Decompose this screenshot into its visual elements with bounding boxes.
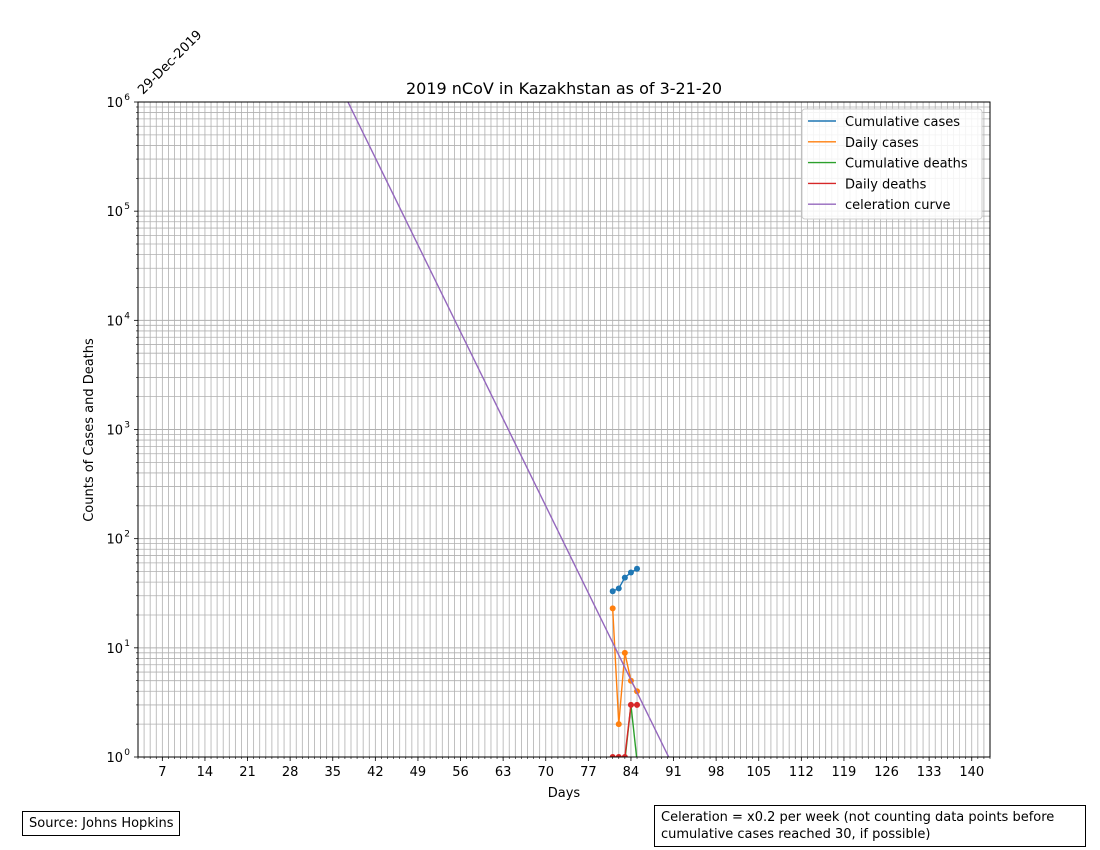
data-point — [621, 754, 628, 757]
x-tick-label: 133 — [917, 765, 942, 780]
y-tick-exponent: 6 — [124, 93, 130, 103]
y-tick-label: 10 — [106, 314, 123, 329]
x-tick-label: 42 — [367, 765, 384, 780]
x-tick-label: 56 — [452, 765, 469, 780]
x-tick-label: 112 — [789, 765, 814, 780]
legend-entry: Daily deaths — [845, 177, 927, 192]
data-point — [615, 585, 622, 592]
x-axis-label: Days — [548, 786, 581, 801]
legend-frame — [801, 108, 983, 220]
series-daily-deaths — [609, 701, 641, 757]
x-tick-label: 84 — [623, 765, 640, 780]
series-line — [347, 102, 670, 757]
ticks: 7 14 21 28 35 42 49 56 63 70 77 84 91 98 105 112 119 126 1… — [106, 93, 991, 780]
legend-entry: celeration curve — [845, 198, 951, 213]
x-tick-label: 70 — [537, 765, 554, 780]
x-tick-label: 35 — [324, 765, 341, 780]
series-cumulative-cases — [609, 565, 641, 595]
y-tick-label: 10 — [106, 205, 123, 220]
x-tick-label: 119 — [832, 765, 857, 780]
source-note: Source: Johns Hopkins — [22, 811, 181, 836]
legend-entry: Cumulative deaths — [845, 157, 968, 172]
y-axis-label: Counts of Cases and Deaths — [82, 338, 97, 522]
y-tick-exponent: 0 — [124, 748, 130, 758]
data-point — [621, 649, 628, 656]
y-tick-label: 10 — [106, 424, 123, 439]
x-tick-label: 140 — [959, 765, 984, 780]
legend: Cumulative cases Daily cases Cumulative de… — [801, 108, 983, 220]
chart-title: 2019 nCoV in Kazakhstan as of 3-21-20 — [406, 79, 722, 98]
data-point — [627, 701, 634, 708]
data-point — [634, 701, 641, 708]
y-tick-exponent: 1 — [124, 639, 130, 649]
x-tick-label: 105 — [746, 765, 771, 780]
x-tick-label: 14 — [197, 765, 214, 780]
x-tick-label: 63 — [495, 765, 512, 780]
legend-entry: Cumulative cases — [845, 115, 960, 130]
x-tick-label: 126 — [874, 765, 899, 780]
x-tick-label: 28 — [282, 765, 299, 780]
data-point — [621, 574, 628, 581]
celeration-note: Celeration = x0.2 per week (not counting… — [654, 805, 1086, 847]
y-tick-label: 10 — [106, 751, 123, 766]
data-point — [609, 605, 616, 612]
x-tick-label: 91 — [665, 765, 682, 780]
y-tick-exponent: 3 — [124, 421, 130, 431]
y-tick-label: 10 — [106, 96, 123, 111]
data-point — [615, 754, 622, 757]
x-tick-label: 21 — [239, 765, 256, 780]
data-point — [615, 721, 622, 728]
start-date-label: 29-Dec-2019 — [135, 28, 205, 98]
x-tick-label: 49 — [410, 765, 427, 780]
data-point — [609, 754, 616, 757]
x-tick-label: 77 — [580, 765, 597, 780]
x-tick-label: 7 — [158, 765, 166, 780]
data-point — [634, 565, 641, 572]
y-tick-exponent: 5 — [124, 202, 130, 212]
y-tick-label: 10 — [106, 533, 123, 548]
data-point — [627, 569, 634, 576]
y-tick-label: 10 — [106, 642, 123, 657]
data-point — [609, 588, 616, 595]
y-tick-exponent: 4 — [124, 311, 130, 321]
y-tick-exponent: 2 — [124, 530, 130, 540]
legend-entry: Daily cases — [845, 136, 919, 151]
x-tick-label: 98 — [708, 765, 725, 780]
series-celeration-curve — [347, 102, 670, 757]
series-group — [347, 102, 670, 757]
